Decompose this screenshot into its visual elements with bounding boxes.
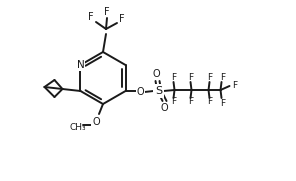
- Text: F: F: [207, 98, 212, 106]
- Text: F: F: [232, 81, 237, 89]
- Text: F: F: [188, 98, 193, 106]
- Text: O: O: [92, 117, 100, 127]
- Text: CH₃: CH₃: [70, 123, 86, 132]
- Text: S: S: [155, 86, 162, 96]
- Text: F: F: [220, 73, 225, 81]
- Text: F: F: [207, 73, 212, 81]
- Text: F: F: [171, 98, 176, 106]
- Text: F: F: [119, 14, 125, 24]
- Text: O: O: [137, 87, 144, 97]
- Text: O: O: [161, 103, 168, 113]
- Text: F: F: [104, 7, 110, 17]
- Text: F: F: [188, 73, 193, 81]
- Text: F: F: [220, 98, 225, 108]
- Text: O: O: [153, 69, 160, 79]
- Text: F: F: [88, 12, 94, 22]
- Text: F: F: [171, 73, 176, 81]
- Text: N: N: [77, 60, 84, 70]
